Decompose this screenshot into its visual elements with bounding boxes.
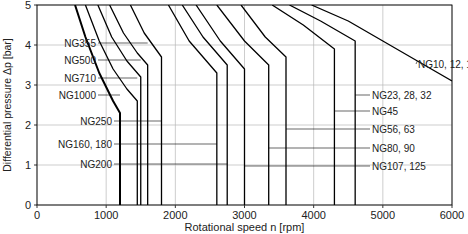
series-line bbox=[182, 5, 227, 205]
tick-label: 1000 bbox=[94, 209, 118, 221]
tick-label: 2 bbox=[25, 119, 31, 131]
tick-label: 5 bbox=[25, 0, 31, 11]
leader-line bbox=[98, 95, 120, 96]
leader-line bbox=[98, 78, 137, 79]
series-label: NG250 bbox=[80, 116, 112, 127]
tick-label: 0 bbox=[34, 209, 40, 221]
x-axis-title: Rotational speed n [rpm] bbox=[185, 221, 305, 233]
tick-label: 3000 bbox=[232, 209, 256, 221]
tick-label: 2000 bbox=[163, 209, 187, 221]
series-line bbox=[289, 5, 355, 205]
grid-line bbox=[175, 5, 176, 205]
grid-line bbox=[382, 5, 383, 205]
leader-line bbox=[286, 129, 370, 130]
series-label: NG355 bbox=[64, 38, 96, 49]
series-label: NG160, 180 bbox=[58, 139, 112, 150]
series-label: NG710 bbox=[64, 73, 96, 84]
series-line bbox=[168, 5, 216, 205]
series-label: NG10, 12, 16 bbox=[418, 59, 468, 70]
tick-label: 3 bbox=[25, 79, 31, 91]
tick-label: 1 bbox=[25, 159, 31, 171]
series-label: NG1000 bbox=[59, 90, 97, 101]
tick-label: 5000 bbox=[371, 209, 395, 221]
tick-label: 4 bbox=[25, 39, 31, 51]
y-axis-title: Differential pressure Δp [bar] bbox=[1, 38, 13, 172]
tick-label: 0 bbox=[25, 199, 31, 211]
grid-line bbox=[313, 5, 314, 205]
leader-line bbox=[355, 95, 370, 96]
series-line bbox=[130, 5, 161, 205]
series-line bbox=[196, 5, 244, 205]
leader-line bbox=[114, 121, 162, 122]
series-line bbox=[217, 5, 269, 205]
series-label: NG500 bbox=[64, 55, 96, 66]
series-line bbox=[272, 5, 334, 205]
series-label: NG107, 125 bbox=[372, 161, 426, 172]
leader-line bbox=[114, 144, 217, 145]
grid-line bbox=[106, 5, 107, 205]
plot-frame bbox=[37, 5, 452, 205]
series-label: NG23, 28, 32 bbox=[372, 90, 432, 101]
series-label: NG200 bbox=[80, 159, 112, 170]
series-line bbox=[75, 5, 120, 205]
leader-line bbox=[245, 166, 371, 167]
leader-line bbox=[269, 148, 370, 149]
leader-line bbox=[114, 164, 227, 165]
series-label: NG45 bbox=[372, 106, 399, 117]
leader-line bbox=[98, 43, 148, 44]
leader-line bbox=[334, 111, 370, 112]
series-label: NG56, 63 bbox=[372, 124, 415, 135]
tick-label: 6000 bbox=[440, 209, 464, 221]
series-label: NG80, 90 bbox=[372, 143, 415, 154]
leader-line bbox=[98, 60, 141, 61]
series-line bbox=[85, 5, 137, 205]
tick-label: 4000 bbox=[301, 209, 325, 221]
plot-area bbox=[75, 5, 452, 205]
chart: 0 1000 2000 3000 4000 5000 6000 0 1 2 3 4 5 Rotationa… bbox=[0, 0, 468, 234]
series-line bbox=[241, 5, 286, 205]
